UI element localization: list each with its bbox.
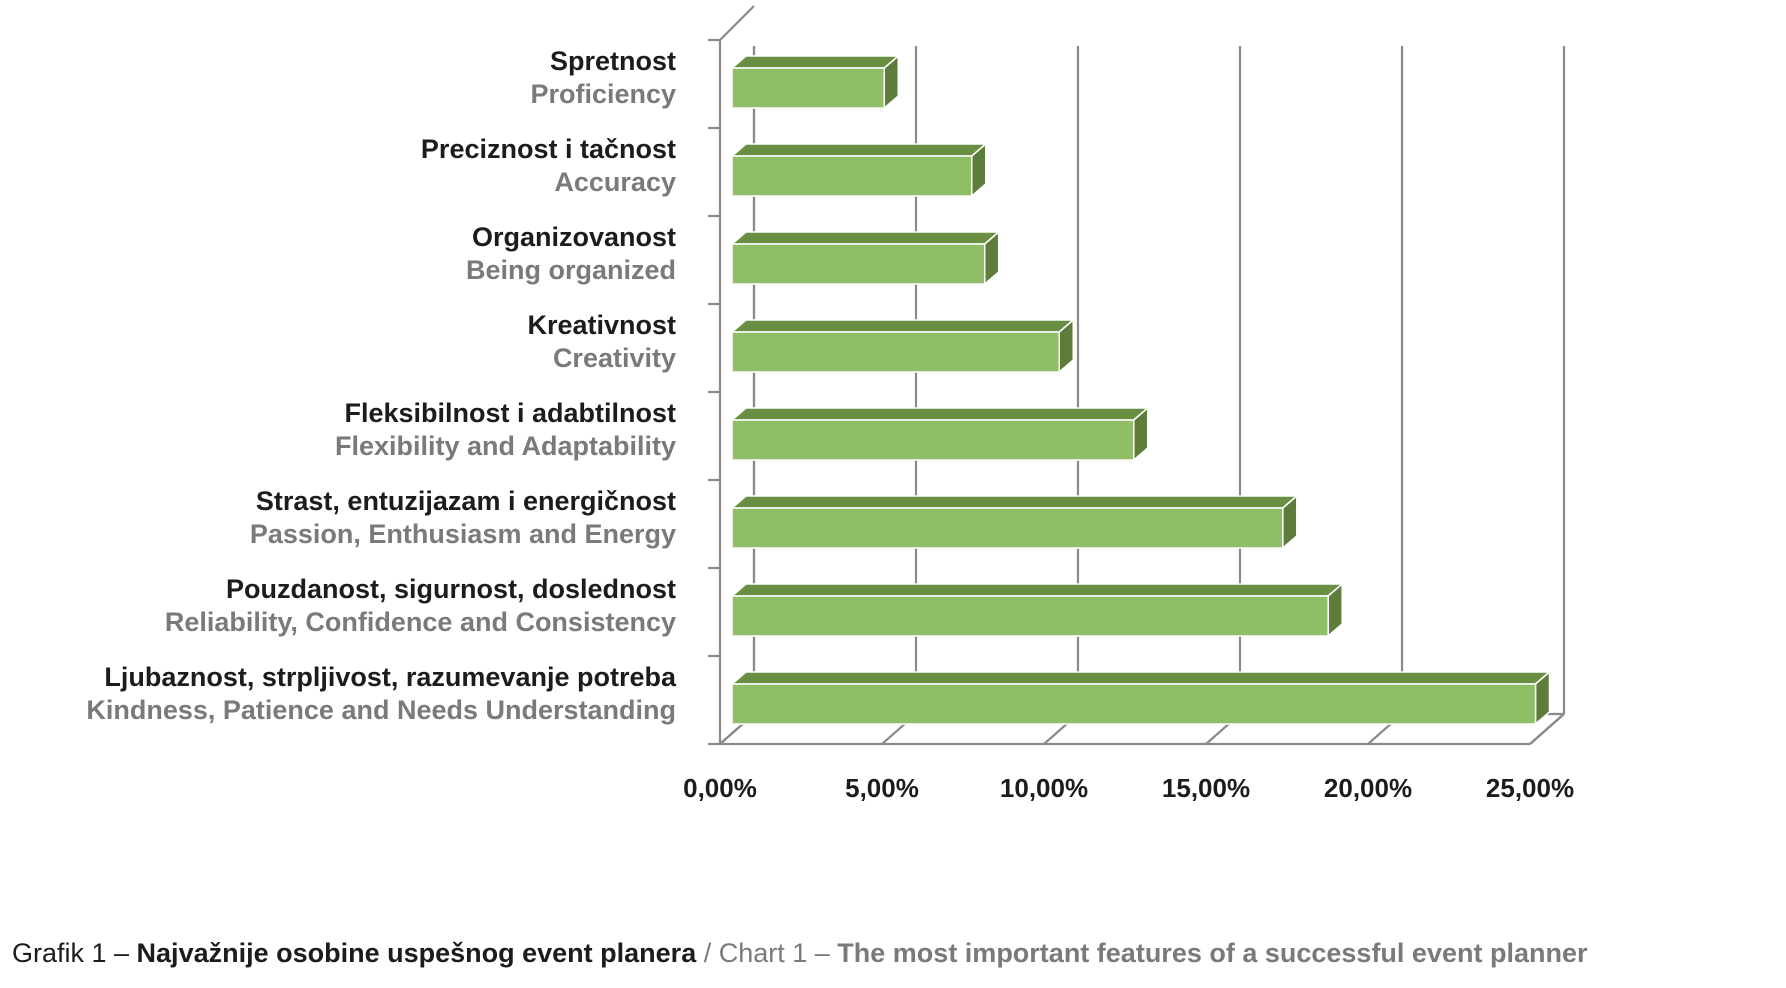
bar-top-face <box>729 55 901 69</box>
category-label: Organizovanost <box>472 222 676 252</box>
category-sublabel: Kindness, Patience and Needs Understandi… <box>86 695 676 725</box>
x-axis-ticks: 0,00% 5,00% 10,00% 15,00% 20,00% 25,00% <box>683 773 1574 803</box>
bar-top-face <box>729 583 1345 597</box>
x-tick-label: 10,00% <box>1000 773 1088 803</box>
category-label: Pouzdanost, sigurnost, doslednost <box>226 574 676 604</box>
bar-top-face <box>729 231 1001 245</box>
caption-separator: / Chart 1 – <box>696 938 838 968</box>
category-label: Spretnost <box>550 46 676 76</box>
category-label: Strast, entuzijazam i energičnost <box>256 486 676 516</box>
bar-group <box>729 142 988 198</box>
bar <box>731 331 1060 373</box>
category-sublabel: Being organized <box>466 255 676 285</box>
bar-group <box>729 230 1001 286</box>
category-sublabel: Passion, Enthusiasm and Energy <box>250 519 676 549</box>
bar-top-face <box>729 407 1150 421</box>
x-tick-label: 15,00% <box>1162 773 1250 803</box>
bar <box>731 243 986 285</box>
category-sublabel: Accuracy <box>554 167 676 197</box>
bar-top-face <box>729 495 1299 509</box>
bar <box>731 507 1284 549</box>
bar-group <box>729 318 1076 374</box>
x-tick-label: 5,00% <box>845 773 919 803</box>
category-label: Preciznost i tačnost <box>421 134 676 164</box>
bar <box>731 683 1537 725</box>
category-sublabel: Creativity <box>553 343 676 373</box>
bar <box>731 67 886 109</box>
bar-top-face <box>729 671 1552 685</box>
bar <box>731 595 1329 637</box>
x-tick-label: 20,00% <box>1324 773 1412 803</box>
chart-caption: Grafik 1 – Najvažnije osobine uspešnog e… <box>12 938 1587 969</box>
bar <box>731 419 1135 461</box>
caption-title-sr: Najvažnije osobine uspešnog event planer… <box>136 938 697 968</box>
bar-top-face <box>729 143 988 157</box>
category-sublabel: Flexibility and Adaptability <box>335 431 676 461</box>
bars-layer <box>729 54 1552 726</box>
caption-prefix: Grafik 1 – <box>12 938 137 968</box>
caption-title-en: The most important features of a success… <box>837 938 1588 968</box>
bar-group <box>729 406 1150 462</box>
category-label: Fleksibilnost i adabtilnost <box>344 398 676 428</box>
bar-group <box>729 494 1299 550</box>
category-label: Kreativnost <box>527 310 676 340</box>
x-tick-label: 25,00% <box>1486 773 1574 803</box>
bar <box>731 155 973 197</box>
bar-group <box>729 670 1552 726</box>
bar-group <box>729 582 1345 638</box>
category-sublabel: Proficiency <box>530 79 676 109</box>
bar-top-face <box>729 319 1076 333</box>
category-label: Ljubaznost, strpljivost, razumevanje pot… <box>104 662 677 692</box>
floor-grid-line <box>1529 713 1565 745</box>
x-tick-label: 0,00% <box>683 773 757 803</box>
category-sublabel: Reliability, Confidence and Consistency <box>165 607 676 637</box>
wall-top-edge <box>719 5 755 41</box>
bar-group <box>729 54 901 110</box>
